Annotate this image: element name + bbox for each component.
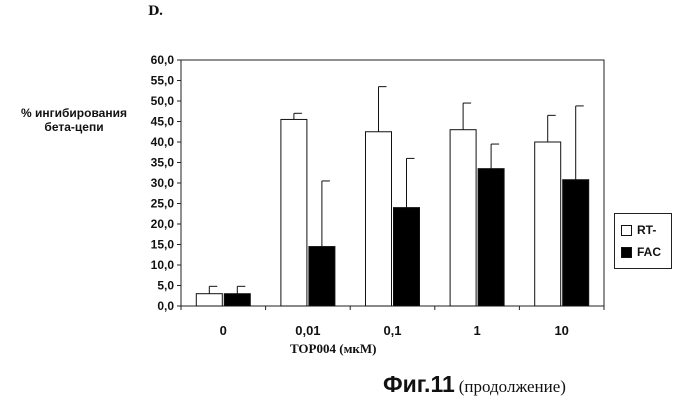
- y-tick-label: 60,0: [151, 53, 175, 67]
- legend: RT- FAC: [614, 213, 672, 269]
- y-tick-label: 35,0: [151, 156, 175, 170]
- x-tick-label: 0: [220, 323, 227, 338]
- bar-rt: [196, 294, 222, 306]
- x-tick-label: 0,01: [295, 323, 320, 338]
- bar-rt: [281, 119, 307, 306]
- x-tick-label: 1: [473, 323, 480, 338]
- x-tick-label: 0,1: [383, 323, 401, 338]
- legend-item-fac: FAC: [621, 244, 661, 260]
- figure-caption: Фиг.11(продолжение): [383, 371, 566, 398]
- y-tick-label: 5,0: [157, 279, 174, 293]
- y-tick-label: 25,0: [151, 197, 175, 211]
- y-tick-label: 50,0: [151, 94, 175, 108]
- bar-rt: [535, 142, 561, 306]
- bar-rt: [450, 130, 476, 306]
- x-tick-label: 10: [554, 323, 568, 338]
- bar-fac: [394, 208, 420, 306]
- y-tick-label: 45,0: [151, 115, 175, 129]
- figure-caption-sub: (продолжение): [459, 377, 566, 396]
- bar-rt: [366, 132, 392, 306]
- bar-fac: [224, 294, 250, 306]
- legend-label-fac: FAC: [637, 245, 661, 259]
- bar-fac: [478, 169, 504, 306]
- y-tick-label: 40,0: [151, 135, 175, 149]
- y-tick-label: 15,0: [151, 238, 175, 252]
- legend-swatch-fac: [621, 247, 632, 258]
- bar-fac: [309, 247, 335, 306]
- y-tick-label: 20,0: [151, 217, 175, 231]
- legend-label-rt: RT-: [637, 223, 656, 237]
- y-tick-label: 0,0: [157, 299, 174, 313]
- y-tick-label: 55,0: [151, 74, 175, 88]
- bar-fac: [563, 180, 589, 306]
- figure-caption-main: Фиг.11: [383, 371, 455, 397]
- legend-swatch-rt: [621, 225, 632, 236]
- y-tick-label: 10,0: [151, 258, 175, 272]
- y-tick-label: 30,0: [151, 176, 175, 190]
- x-axis-label: TOP004 (мкМ): [290, 341, 377, 357]
- legend-item-rt: RT-: [621, 222, 656, 238]
